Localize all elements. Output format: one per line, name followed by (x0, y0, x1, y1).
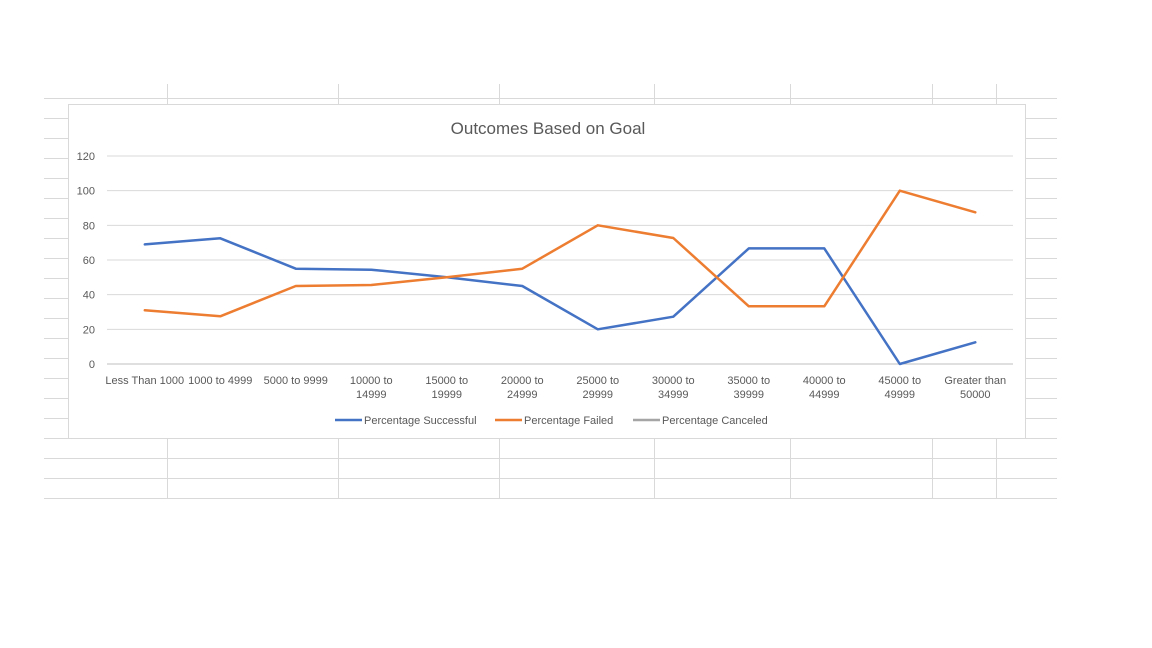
legend-label: Percentage Successful (364, 415, 477, 427)
x-axis-ticks: Less Than 1000 1000 to 4999 5000 to 9999 10… (105, 375, 1006, 401)
y-tick-label: 120 (77, 151, 95, 163)
legend-label: Percentage Failed (524, 415, 613, 427)
x-tick-label: 10000 to 14999 (350, 375, 393, 401)
legend-label: Percentage Canceled (662, 415, 768, 427)
series-line (143, 237, 977, 366)
x-tick-label: 1000 to 4999 (188, 375, 252, 387)
chart-title: Outcomes Based on Goal (451, 119, 646, 138)
x-tick-label: 45000 to 49999 (878, 375, 921, 401)
x-tick-label: 5000 to 9999 (264, 375, 328, 387)
x-tick-label: 15000 to 19999 (425, 375, 468, 401)
x-tick-label: Greater than 50000 (944, 375, 1006, 401)
series-lines (143, 189, 977, 366)
y-tick-label: 60 (83, 255, 95, 267)
gridlines (107, 155, 1013, 365)
legend: Percentage Successful Percentage Failed Pe… (335, 415, 768, 427)
x-tick-label: 35000 to 39999 (727, 375, 770, 401)
x-tick-label: Less Than 1000 (105, 375, 184, 387)
y-tick-label: 80 (83, 220, 95, 232)
y-tick-label: 0 (89, 359, 95, 371)
x-tick-label: 25000 to 29999 (576, 375, 619, 401)
x-tick-label: 30000 to 34999 (652, 375, 695, 401)
y-tick-label: 40 (83, 290, 95, 302)
x-tick-label: 20000 to 24999 (501, 375, 544, 401)
chart-area[interactable]: Outcomes Based on Goal 0 20 40 60 80 100 120 L… (68, 104, 1026, 439)
y-tick-label: 100 (77, 186, 95, 198)
x-tick-label: 40000 to 44999 (803, 375, 846, 401)
line-chart: Outcomes Based on Goal 0 20 40 60 80 100 120 L… (77, 119, 1013, 427)
series-line (143, 189, 977, 318)
y-tick-label: 20 (83, 324, 95, 336)
y-axis-ticks: 0 20 40 60 80 100 120 (77, 151, 95, 371)
